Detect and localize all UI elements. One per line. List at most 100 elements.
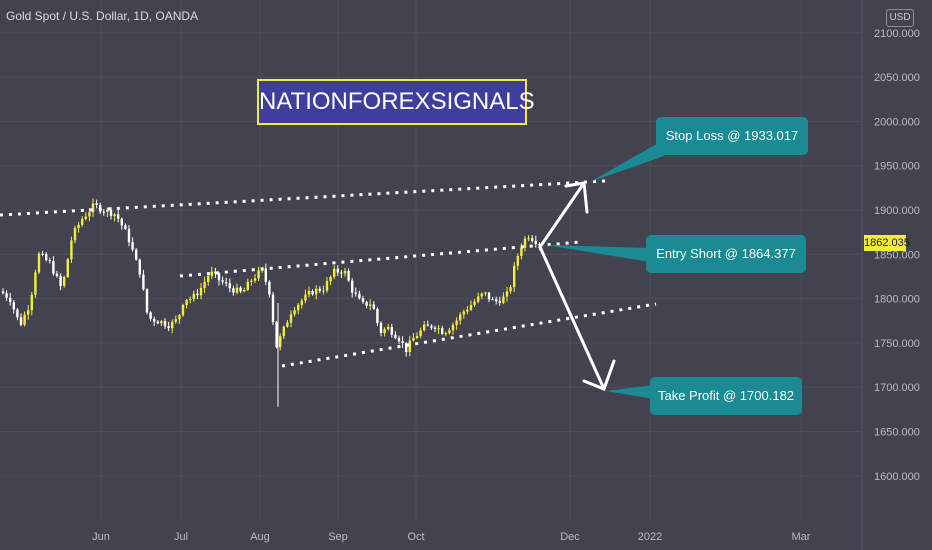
candle-body [109, 209, 113, 217]
candle-body [192, 293, 195, 300]
candle-body [423, 324, 426, 331]
candle-body [59, 275, 62, 286]
candle-body [340, 272, 343, 274]
y-tick-label: 1800.000 [874, 294, 920, 306]
candle-body [383, 329, 386, 334]
candle-body [343, 270, 347, 274]
candle-body [246, 281, 249, 290]
candle-body [415, 336, 419, 339]
candle-body [153, 318, 156, 322]
candle-body [505, 291, 509, 297]
candle-body [63, 276, 66, 286]
candle-body [329, 276, 332, 282]
candle-body [311, 291, 314, 295]
candle-body [131, 242, 134, 250]
currency-button[interactable]: USD [886, 9, 914, 27]
candle-body [369, 304, 372, 306]
x-tick-label: Oct [407, 531, 424, 543]
candle-body [55, 273, 59, 276]
candle-body [502, 296, 505, 304]
candle-body [336, 268, 339, 273]
candle-body [142, 274, 145, 290]
candle-body [531, 238, 534, 241]
candle-body [487, 292, 491, 300]
candle-body [41, 253, 44, 255]
candle-body [135, 249, 138, 260]
candle-body [12, 302, 15, 310]
candle-body [397, 337, 401, 342]
candle-body [167, 326, 170, 329]
candle-body [189, 299, 192, 301]
candle-body [358, 293, 361, 299]
candle-body [70, 240, 73, 260]
candle-body [379, 323, 383, 334]
candle-body [318, 288, 321, 291]
take-profit-arrow [538, 245, 606, 391]
candle-body [484, 292, 487, 294]
candle-body [459, 314, 462, 321]
last-price-tag: 1862.035 [864, 235, 910, 251]
candle-body [347, 270, 350, 281]
candlestick-series [1, 198, 541, 407]
candle-body [181, 304, 185, 316]
brand-banner: NATIONFOREXSIGNALS [257, 79, 535, 125]
candle-body [207, 275, 210, 282]
candle-body [160, 321, 163, 324]
take-profit-arrowhead [582, 359, 616, 391]
candle-body [304, 294, 307, 301]
trendline-lower [281, 302, 657, 368]
candle-body [106, 209, 109, 212]
candle-body [77, 224, 80, 229]
candle-body [174, 319, 177, 322]
x-tick-label: Dec [560, 531, 580, 543]
candle-body [178, 315, 181, 320]
candle-body [275, 322, 278, 348]
y-tick-label: 1900.000 [874, 205, 920, 217]
stop-loss-arrowhead [564, 181, 589, 214]
candle-body [513, 265, 516, 288]
candle-body [34, 272, 37, 295]
x-axis: Jun Jul Aug Sep Oct Dec 2022 Mar [92, 531, 811, 543]
candle-body [293, 310, 296, 315]
candle-body [91, 203, 95, 213]
candle-body [491, 299, 494, 301]
candle-body [495, 299, 498, 302]
candle-body [210, 271, 213, 276]
candle-body [235, 287, 239, 293]
candle-body [27, 310, 30, 315]
candle-body [437, 328, 440, 330]
candle-body [455, 320, 458, 325]
y-tick-label: 1750.000 [874, 338, 920, 350]
trendline-upper [0, 179, 606, 217]
entry-short-pointer [546, 245, 650, 262]
candle-body [268, 281, 271, 295]
y-tick-label: 1700.000 [874, 382, 920, 394]
candle-body [214, 271, 217, 274]
candle-body [138, 259, 141, 275]
candle-body [120, 218, 123, 226]
candle-body [297, 304, 300, 311]
candle-body [466, 309, 469, 312]
candle-body [426, 324, 429, 326]
candle-body [221, 280, 224, 283]
candle-body [433, 327, 437, 330]
y-tick-label: 1650.000 [874, 427, 920, 439]
candle-body [228, 283, 231, 289]
candle-body [509, 287, 512, 292]
candle-body [156, 321, 159, 324]
candle-body [498, 301, 501, 304]
candle-body [264, 268, 267, 282]
x-tick-label: 2022 [638, 531, 662, 543]
candle-body [239, 287, 242, 292]
candle-body [30, 294, 33, 311]
x-tick-label: Aug [250, 531, 270, 543]
candle-body [163, 321, 167, 327]
y-tick-label: 2000.000 [874, 116, 920, 128]
candle-body [95, 203, 98, 205]
candle-body [232, 288, 235, 293]
candle-body [333, 268, 336, 277]
candle-body [279, 336, 282, 348]
candle-body [351, 280, 354, 293]
candle-body [52, 261, 55, 274]
